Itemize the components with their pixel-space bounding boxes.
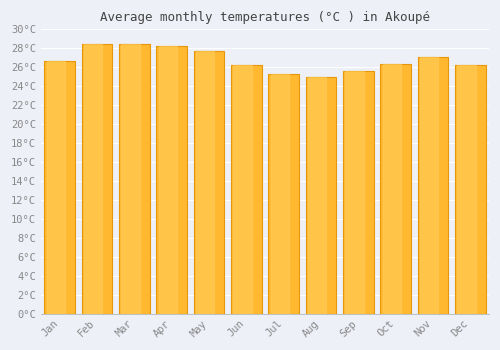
Bar bbox=[84, 44, 102, 314]
Bar bbox=[82, 44, 112, 314]
Bar bbox=[455, 64, 486, 314]
Bar bbox=[343, 71, 374, 314]
Bar bbox=[418, 57, 448, 314]
Bar bbox=[122, 44, 140, 314]
Bar bbox=[159, 47, 177, 314]
Bar bbox=[306, 77, 336, 314]
Bar bbox=[346, 71, 364, 314]
Bar bbox=[194, 51, 224, 314]
Bar bbox=[458, 64, 475, 314]
Bar bbox=[231, 64, 262, 314]
Title: Average monthly temperatures (°C ) in Akoupé: Average monthly temperatures (°C ) in Ak… bbox=[100, 11, 430, 24]
Bar bbox=[380, 64, 411, 314]
Bar bbox=[382, 64, 401, 314]
Bar bbox=[119, 44, 150, 314]
Bar bbox=[156, 47, 187, 314]
Bar bbox=[268, 74, 299, 314]
Bar bbox=[270, 74, 289, 314]
Bar bbox=[44, 61, 75, 314]
Bar bbox=[196, 51, 214, 314]
Bar bbox=[234, 64, 252, 314]
Bar bbox=[420, 57, 438, 314]
Bar bbox=[308, 77, 326, 314]
Bar bbox=[47, 61, 65, 314]
